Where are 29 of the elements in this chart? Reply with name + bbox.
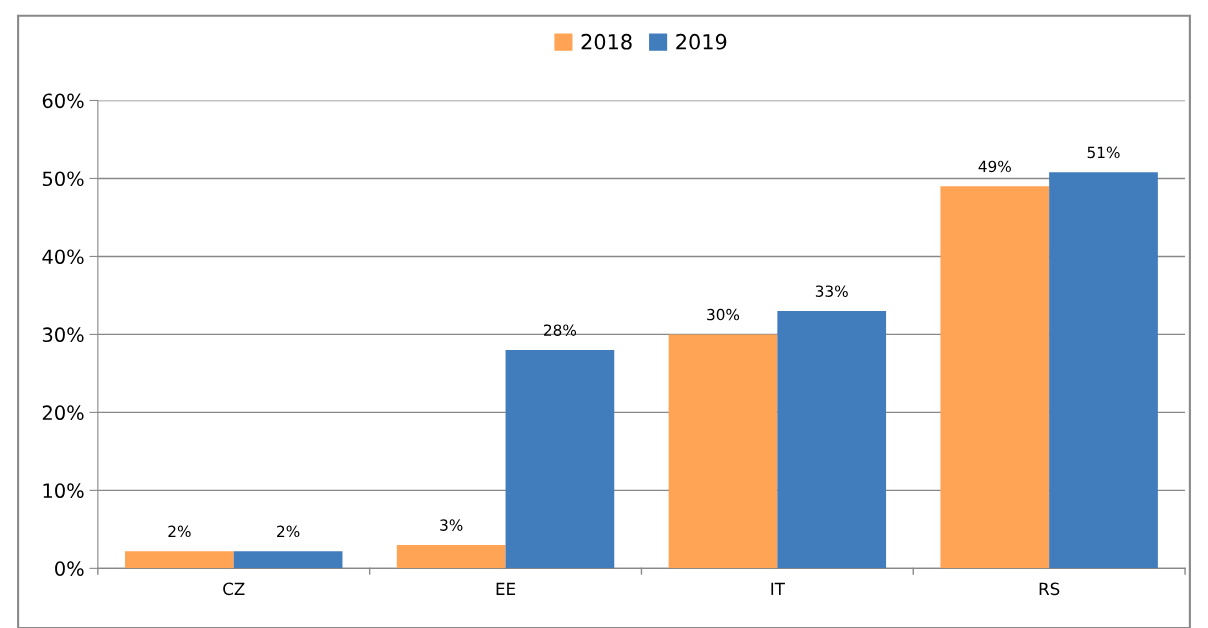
bar [396, 544, 506, 569]
data-label: 33% [815, 285, 848, 297]
x-tick-label: RS [1039, 582, 1060, 596]
x-tick-label: EE [496, 582, 516, 595]
bar [668, 334, 778, 569]
bar [505, 350, 615, 569]
data-label: 2% [277, 525, 300, 538]
bar [940, 186, 1050, 569]
bar [1049, 172, 1158, 569]
bar [125, 551, 234, 569]
data-label: 28% [544, 324, 577, 336]
x-tick-label: CZ [223, 582, 245, 596]
bar [233, 551, 343, 569]
y-tick-label: 0% [55, 561, 84, 576]
data-label: 3% [440, 519, 463, 531]
legend-label: 2018 [581, 33, 632, 50]
y-tick-label: 50% [42, 171, 84, 187]
y-tick-label: 20% [42, 405, 84, 421]
y-tick-label: 30% [42, 327, 84, 343]
data-label: 30% [707, 308, 740, 321]
bar [777, 311, 887, 569]
x-tick-label: IT [771, 582, 785, 595]
y-tick-label: 60% [42, 93, 84, 109]
data-label: 51% [1087, 146, 1120, 159]
y-tick-label: 10% [43, 483, 84, 499]
y-tick-label: 40% [42, 249, 84, 265]
data-label: 2% [168, 525, 191, 538]
legend-label: 2019 [676, 33, 727, 50]
data-label: 49% [978, 160, 1011, 173]
